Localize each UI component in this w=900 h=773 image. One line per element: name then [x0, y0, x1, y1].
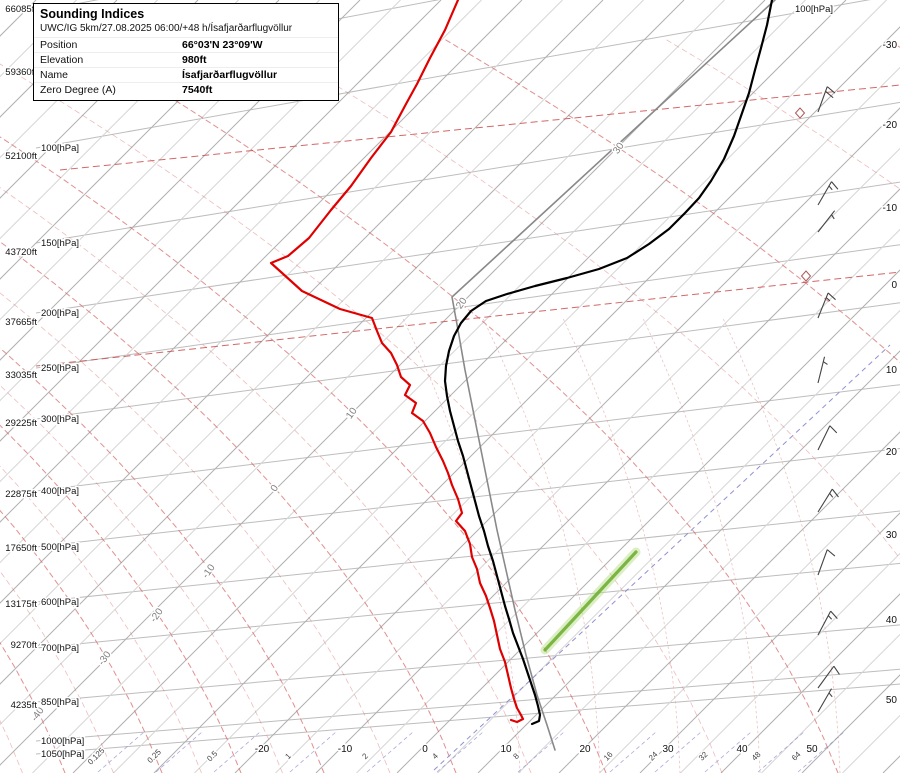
isobar-lines — [35, 0, 900, 755]
bottom-mixing-ratio-label: 64 — [790, 750, 803, 763]
info-row-name: Name Ísafjarðarflugvöllur — [34, 67, 338, 82]
info-subtitle: UWC/IG 5km/27.08.2025 06:00/+48 h/Ísafja… — [40, 23, 293, 34]
bottom-temp-label: 40 — [736, 744, 748, 755]
info-value: 7540ft — [182, 84, 213, 96]
left-pressure-label: 1000[hPa] — [41, 736, 84, 747]
info-value: 66°03'N 23°09'W — [182, 39, 263, 51]
wind-barb — [817, 425, 838, 451]
left-altitude-label: 52100ft — [5, 151, 37, 162]
bottom-temp-label: 20 — [579, 744, 591, 755]
left-altitude-label: 59360ft — [5, 67, 37, 78]
left-altitude-label: 4235ft — [11, 700, 38, 711]
left-altitude-label: 66085ft — [5, 4, 37, 15]
right-temp-label: -30 — [883, 40, 898, 51]
left-altitude-label: 33035ft — [5, 370, 37, 381]
significant-level-markers — [794, 107, 812, 282]
right-temp-label: 20 — [886, 447, 898, 458]
left-pressure-label: 400[hPa] — [41, 486, 79, 497]
left-altitude-label: 37665ft — [5, 317, 37, 328]
wind-barb — [817, 210, 836, 233]
adiabat-label: -10 — [200, 562, 218, 581]
left-altitude-label: 29225ft — [5, 418, 37, 429]
bottom-mixing-ratio-label: 2 — [360, 751, 370, 761]
bottom-temp-label: -20 — [255, 744, 270, 755]
wind-barb — [817, 181, 839, 206]
bottom-temp-label: -10 — [338, 744, 353, 755]
adiabat-label: -20 — [148, 606, 166, 625]
wind-barb — [817, 488, 839, 513]
right-temp-label: 30 — [886, 530, 898, 541]
left-pressure-label: 200[hPa] — [41, 308, 79, 319]
left-pressure-label: 100[hPa] — [41, 143, 79, 154]
left-pressure-label: 850[hPa] — [41, 697, 79, 708]
top-right-pressure-label: 100[hPa] — [795, 4, 833, 15]
left-pressure-label: 600[hPa] — [41, 597, 79, 608]
left-altitude-label: 13175ft — [5, 599, 37, 610]
bottom-mixing-ratio-label: 0.5 — [205, 749, 220, 764]
info-title: Sounding Indices — [40, 7, 145, 21]
bottom-mixing-ratio-label: 48 — [750, 750, 763, 763]
left-altitude-label: 43720ft — [5, 247, 37, 258]
sounding-info-panel: Sounding Indices UWC/IG 5km/27.08.2025 0… — [33, 3, 339, 101]
info-row-zero-degree: Zero Degree (A) 7540ft — [34, 82, 338, 97]
left-pressure-label: 700[hPa] — [41, 643, 79, 654]
bottom-mixing-ratio-label: 32 — [697, 750, 710, 763]
diamond-marker — [794, 107, 806, 119]
bottom-temp-label: 30 — [662, 744, 674, 755]
wind-barb — [817, 86, 836, 113]
adiabat-label: 0 — [269, 483, 281, 494]
bottom-temp-label: 50 — [806, 744, 818, 755]
wind-barb — [817, 665, 840, 689]
wind-barb — [817, 610, 838, 636]
left-pressure-label: 500[hPa] — [41, 542, 79, 553]
bottom-temp-label: 10 — [500, 744, 512, 755]
info-value: Ísafjarðarflugvöllur — [182, 69, 278, 81]
bottom-mixing-ratio-label: 0.25 — [146, 747, 164, 765]
right-temp-label: -10 — [883, 203, 898, 214]
right-temp-label: 0 — [891, 280, 897, 291]
left-pressure-label: 250[hPa] — [41, 363, 79, 374]
wind-barb — [817, 356, 828, 384]
left-pressure-label: 300[hPa] — [41, 414, 79, 425]
right-temp-label: 50 — [886, 695, 898, 706]
bottom-temp-label: 0 — [422, 744, 428, 755]
right-temp-label: 40 — [886, 615, 898, 626]
right-temp-label: 10 — [886, 365, 898, 376]
left-altitude-label: 17650ft — [5, 543, 37, 554]
bottom-mixing-ratio-label: 24 — [647, 750, 660, 763]
info-label: Zero Degree (A) — [40, 84, 116, 96]
mixing-highlight-segment — [540, 547, 641, 655]
left-altitude-label: 9270ft — [11, 640, 38, 651]
wind-barb — [817, 292, 836, 319]
wind-barb — [817, 549, 836, 576]
bottom-mixing-ratio-label: 8 — [511, 751, 521, 761]
left-pressure-label: 1050[hPa] — [41, 749, 84, 760]
moist-adiabat-lines — [402, 317, 841, 773]
wind-barbs — [817, 86, 840, 713]
wind-barb — [817, 688, 833, 713]
axis-labels: 66085ft 59360ft 52100ft 43720ft 37665ft 33035… — [4, 3, 899, 768]
info-row-elevation: Elevation 980ft — [34, 52, 338, 67]
info-label: Elevation — [40, 54, 84, 66]
sounding-curves — [269, 0, 776, 751]
left-altitude-label: 22875ft — [5, 489, 37, 500]
mixing-ratio-lines — [97, 344, 891, 773]
info-label: Position — [40, 39, 78, 51]
dashed-guide-lines — [35, 84, 900, 367]
info-label: Name — [40, 69, 69, 81]
right-temp-label: -20 — [883, 120, 898, 131]
info-row-position: Position 66°03'N 23°09'W — [34, 37, 338, 52]
adiabat-label: -30 — [96, 649, 114, 668]
dry-adiabat-lines — [0, 37, 900, 773]
left-pressure-label: 150[hPa] — [41, 238, 79, 249]
adiabat-label: 30 — [611, 140, 627, 156]
bottom-mixing-ratio-label: 16 — [602, 750, 615, 763]
bottom-mixing-ratio-label: 4 — [430, 751, 440, 761]
diamond-marker — [800, 270, 812, 282]
info-value: 980ft — [182, 54, 207, 66]
